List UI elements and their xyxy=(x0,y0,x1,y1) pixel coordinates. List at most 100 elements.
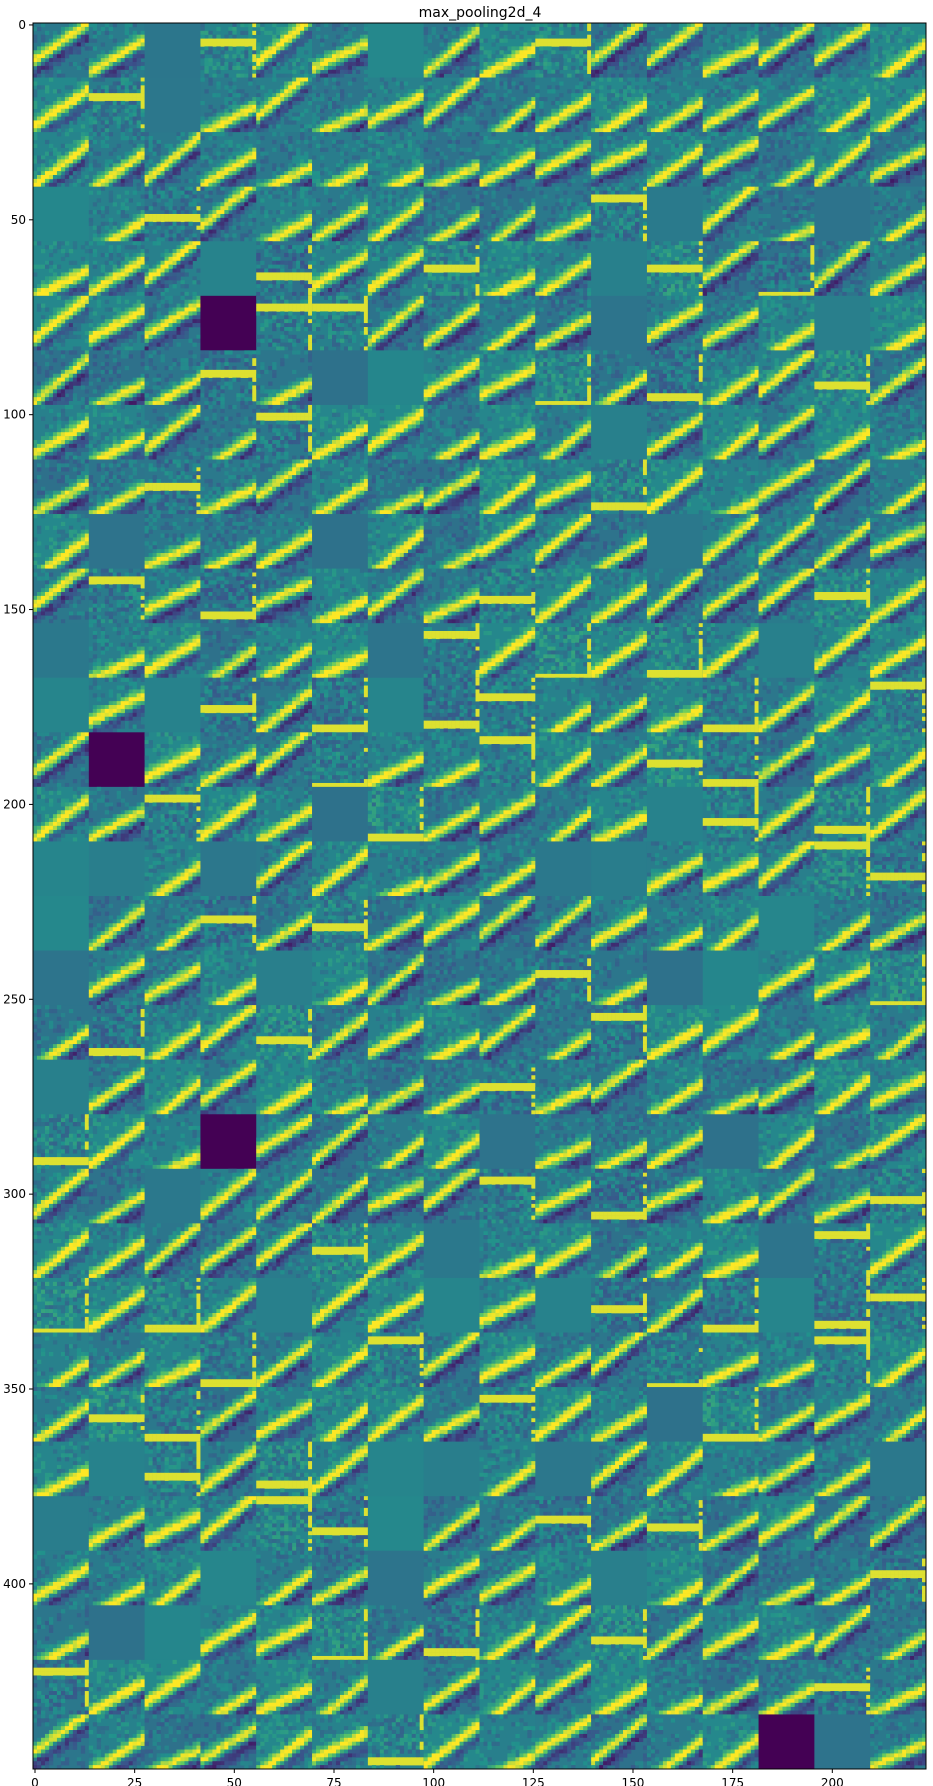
heatmap-cell xyxy=(125,85,129,89)
heatmap-cell xyxy=(33,70,37,74)
heatmap-cell xyxy=(914,117,918,121)
heatmap-cell xyxy=(607,46,611,50)
heatmap-cell xyxy=(499,97,503,101)
heatmap-cell xyxy=(719,46,723,50)
heatmap-cell xyxy=(527,113,531,117)
heatmap-cell xyxy=(535,27,539,31)
heatmap-cell xyxy=(208,62,212,66)
heatmap-cell xyxy=(918,93,922,97)
heatmap-cell xyxy=(85,144,89,148)
heatmap-cell xyxy=(603,54,607,58)
heatmap-cell xyxy=(97,117,101,121)
heatmap-cell xyxy=(814,85,818,89)
heatmap-cell xyxy=(356,58,360,62)
heatmap-cell xyxy=(280,46,284,50)
heatmap-cell xyxy=(228,46,232,50)
heatmap-cell xyxy=(392,78,396,82)
heatmap-cell xyxy=(778,54,782,58)
heatmap-cell xyxy=(141,89,145,93)
heatmap-cell xyxy=(719,35,723,39)
heatmap-cell xyxy=(842,97,846,101)
heatmap-cell xyxy=(874,97,878,101)
heatmap-cell xyxy=(200,50,204,54)
heatmap-cell xyxy=(822,66,826,70)
heatmap-cell xyxy=(782,35,786,39)
heatmap-cell xyxy=(304,124,308,128)
heatmap-cell xyxy=(886,74,890,78)
heatmap-cell xyxy=(515,58,519,62)
heatmap-cell xyxy=(61,42,65,46)
heatmap-cell xyxy=(842,62,846,66)
heatmap-cell xyxy=(858,109,862,113)
heatmap-cell xyxy=(882,85,886,89)
heatmap-cell xyxy=(826,42,830,46)
heatmap-cell xyxy=(563,46,567,50)
heatmap-cell xyxy=(547,74,551,78)
heatmap-cell xyxy=(587,23,591,27)
heatmap-cell xyxy=(384,85,388,89)
heatmap-cell xyxy=(352,128,356,132)
heatmap-cell xyxy=(460,97,464,101)
heatmap-cell xyxy=(870,124,874,128)
heatmap-cell xyxy=(33,144,37,148)
heatmap-cell xyxy=(826,117,830,121)
heatmap-cell xyxy=(886,93,890,97)
heatmap-cell xyxy=(77,144,81,148)
heatmap-cell xyxy=(456,97,460,101)
heatmap-cell xyxy=(368,89,372,93)
heatmap-cell xyxy=(464,109,468,113)
heatmap-cell xyxy=(65,42,69,46)
heatmap-cell xyxy=(57,156,61,160)
heatmap-cell xyxy=(276,117,280,121)
heatmap-cell xyxy=(603,31,607,35)
heatmap-cell xyxy=(846,128,850,132)
heatmap-cell xyxy=(137,93,141,97)
heatmap-cell xyxy=(802,85,806,89)
heatmap-cell xyxy=(264,117,268,121)
heatmap-cell xyxy=(910,42,914,46)
heatmap-cell xyxy=(575,109,579,113)
heatmap-cell xyxy=(216,62,220,66)
heatmap-cell xyxy=(456,109,460,113)
heatmap-cell xyxy=(723,128,727,132)
heatmap-cell xyxy=(571,124,575,128)
heatmap-cell xyxy=(739,46,743,50)
heatmap-cell xyxy=(539,31,543,35)
heatmap-cell xyxy=(264,101,268,105)
heatmap-cell xyxy=(619,120,623,124)
heatmap-cell xyxy=(252,50,256,54)
heatmap-cell xyxy=(45,70,49,74)
heatmap-cell xyxy=(292,81,296,85)
heatmap-cell xyxy=(264,120,268,124)
heatmap-cell xyxy=(543,62,547,66)
heatmap-cell xyxy=(121,58,125,62)
heatmap-cell xyxy=(236,50,240,54)
heatmap-cell xyxy=(276,31,280,35)
heatmap-cell xyxy=(37,54,41,58)
heatmap-cell xyxy=(679,62,683,66)
heatmap-cell xyxy=(348,31,352,35)
heatmap-cell xyxy=(623,101,627,105)
heatmap-cell xyxy=(503,124,507,128)
heatmap-cell xyxy=(248,124,252,128)
heatmap-cell xyxy=(53,148,57,152)
heatmap-cell xyxy=(384,124,388,128)
heatmap-cell xyxy=(364,109,368,113)
heatmap-cell xyxy=(715,120,719,124)
heatmap-cell xyxy=(599,58,603,62)
heatmap-cell xyxy=(264,62,268,66)
heatmap-cell xyxy=(204,66,208,70)
heatmap-cell xyxy=(631,120,635,124)
heatmap-cell xyxy=(535,74,539,78)
heatmap-cell xyxy=(81,152,85,156)
heatmap-cell xyxy=(794,54,798,58)
heatmap-cell xyxy=(61,156,65,160)
heatmap-cell xyxy=(643,39,647,43)
heatmap-cell xyxy=(53,113,57,117)
heatmap-cell xyxy=(507,78,511,82)
heatmap-cell xyxy=(396,101,400,105)
heatmap-cell xyxy=(830,128,834,132)
heatmap-cell xyxy=(699,124,703,128)
heatmap-cell xyxy=(444,101,448,105)
heatmap-cell xyxy=(507,54,511,58)
